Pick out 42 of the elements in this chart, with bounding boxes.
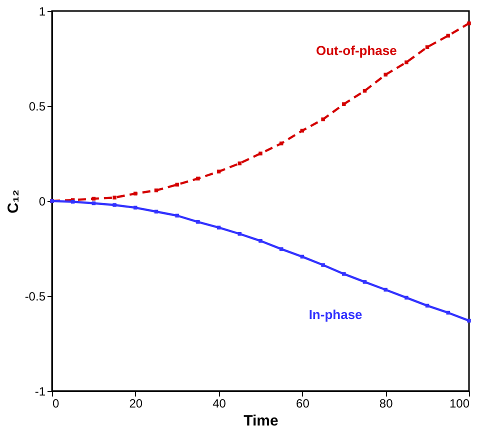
point [216, 170, 221, 174]
point [342, 272, 346, 276]
point [196, 220, 200, 224]
y-tick-label: 0 [38, 194, 46, 208]
y-tick-label: 0.5 [28, 100, 46, 114]
x-tick-label: 60 [296, 396, 310, 410]
point [134, 192, 138, 196]
x-tick-label: 20 [129, 396, 143, 410]
point [196, 176, 200, 180]
point [321, 117, 325, 122]
point [384, 288, 388, 292]
point [258, 152, 262, 156]
point [216, 226, 221, 230]
point [112, 203, 116, 207]
y-tick-label: -0.5 [24, 290, 46, 304]
point [467, 318, 471, 323]
point [112, 196, 116, 200]
point [404, 296, 408, 300]
x-tick-label: 100 [449, 396, 470, 410]
point [425, 45, 430, 49]
point [342, 102, 346, 106]
y-tick-label: 1 [38, 4, 46, 18]
x-tick-label: 80 [379, 396, 394, 410]
x-axis-title: Time [244, 412, 278, 430]
point [467, 21, 471, 26]
point [384, 72, 388, 77]
point [134, 206, 138, 210]
point [362, 280, 367, 284]
point [258, 239, 262, 243]
x-tick-label: 40 [212, 396, 226, 410]
series-label: Out-of-phase [316, 42, 397, 58]
y-tick-label: -1 [34, 384, 46, 398]
y-axis-title: C₁₂ [4, 190, 22, 214]
point [321, 263, 325, 267]
point [175, 182, 179, 187]
point [279, 142, 284, 146]
point [175, 214, 179, 218]
point [279, 247, 284, 251]
x-tick-label: 0 [52, 396, 60, 410]
point [238, 162, 242, 166]
series-label: In-phase [308, 307, 362, 322]
point [404, 60, 408, 64]
